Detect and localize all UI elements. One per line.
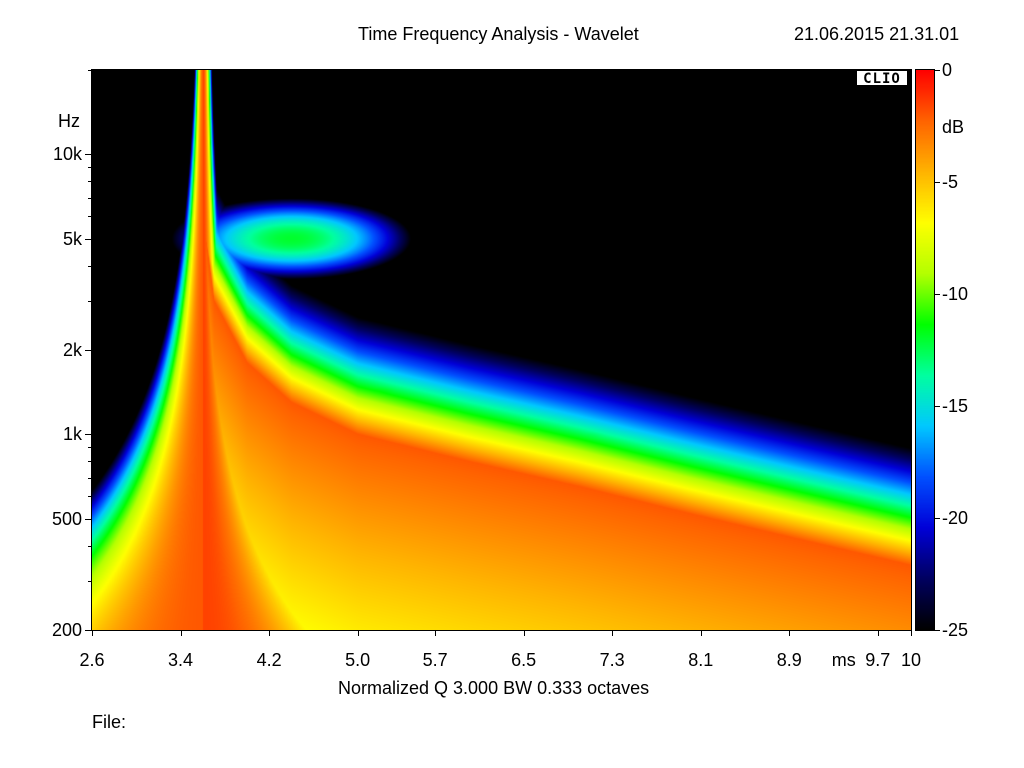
colorbar-unit-label: dB — [942, 117, 965, 137]
colorbar-tick-label: -15 — [942, 396, 969, 416]
x-tick-label: 3.4 — [168, 650, 194, 670]
chart-title: Time Frequency Analysis - Wavelet — [358, 24, 639, 44]
colorbar-tick-label: 0 — [942, 60, 953, 80]
x-tick-label: 7.3 — [599, 650, 625, 670]
x-tick-label: 9.7 — [865, 650, 891, 670]
y-tick-label: 500 — [51, 508, 82, 529]
x-tick-label: 5.0 — [345, 650, 371, 670]
y-tick-label: 10k — [52, 144, 82, 165]
colorbar — [916, 70, 934, 630]
colorbar-tick-label: -10 — [942, 284, 969, 304]
x-tick-label: 5.7 — [422, 650, 448, 670]
y-axis-unit-label: Hz — [58, 111, 80, 131]
analysis-parameters: Normalized Q 3.000 BW 0.333 octaves — [338, 678, 650, 698]
heatmap-plot-area — [92, 70, 911, 630]
colorbar-tick-label: -25 — [942, 620, 969, 640]
file-label: File: — [92, 712, 127, 732]
clio-logo: CLIO — [856, 70, 908, 87]
x-tick-label: 10 — [900, 650, 922, 670]
colorbar-tick-label: -20 — [942, 508, 969, 528]
x-tick-label: 8.1 — [688, 650, 714, 670]
x-axis-unit-label: ms — [831, 650, 856, 670]
y-tick-label: 5k — [62, 228, 82, 249]
timestamp: 21.06.2015 21.31.01 — [794, 24, 960, 44]
x-tick-label: 8.9 — [776, 650, 802, 670]
y-tick-label: 1k — [62, 424, 82, 445]
y-tick-label: 200 — [51, 620, 82, 640]
x-tick-label: 2.6 — [79, 650, 105, 670]
y-tick-label: 2k — [62, 340, 82, 360]
x-tick-label: 6.5 — [511, 650, 537, 670]
x-tick-label: 4.2 — [256, 650, 282, 670]
colorbar-tick-label: -5 — [942, 172, 959, 192]
